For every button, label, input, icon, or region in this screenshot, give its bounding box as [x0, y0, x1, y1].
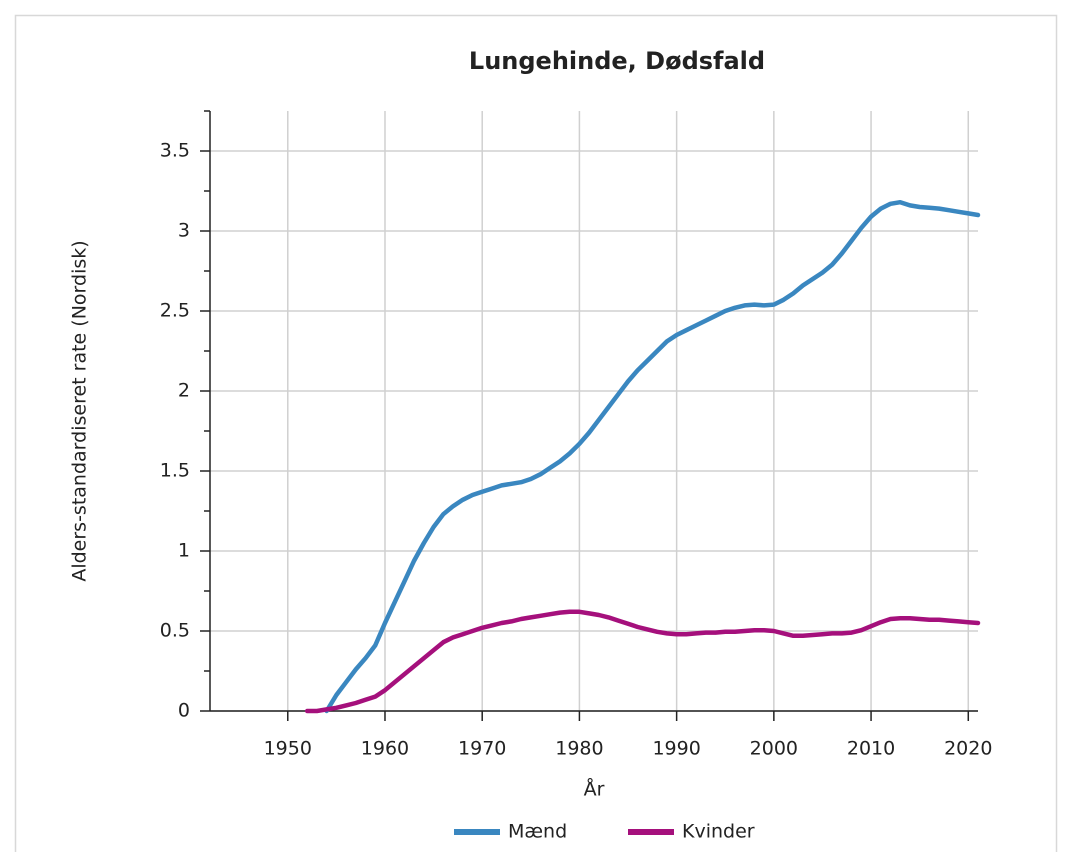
x-tick-label: 2010	[847, 738, 895, 760]
x-axis-label: År	[584, 778, 605, 801]
legend-label: Kvinder	[682, 821, 755, 843]
y-tick-label: 0	[178, 700, 190, 722]
frame	[14, 14, 1058, 852]
x-tick-label: 2020	[944, 738, 992, 760]
y-tick-label: 2.5	[160, 300, 190, 322]
y-tick-label: 3	[178, 220, 190, 242]
series-line	[324, 199, 981, 714]
series-line	[304, 609, 981, 714]
y-tick-label: 1	[178, 540, 190, 562]
x-tick-label: 1970	[458, 738, 506, 760]
x-tick-label: 1980	[555, 738, 603, 760]
y-axis-label: Alders-standardiseret rate (Nordisk)	[69, 240, 91, 581]
chart-title: Lungehinde, Dødsfald	[469, 47, 765, 75]
x-tick-label: 1960	[361, 738, 409, 760]
y-tick-label: 2	[178, 380, 190, 402]
x-tick-label: 2000	[750, 738, 798, 760]
y-tick-label: 1.5	[160, 460, 190, 482]
y-tick-label: 3.5	[160, 140, 190, 162]
legend-label: Mænd	[508, 821, 567, 843]
y-tick-label: 0.5	[160, 620, 190, 642]
x-tick-label: 1990	[652, 738, 700, 760]
x-tick-label: 1950	[264, 738, 312, 760]
